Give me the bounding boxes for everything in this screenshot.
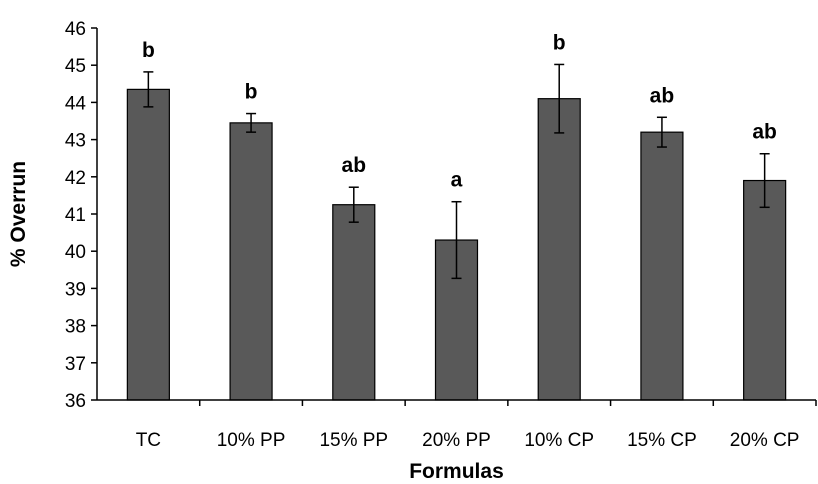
x-tick-label: 15% PP [319, 430, 388, 451]
x-axis-ticks: TC 10% PP 15% PP 20% PP 10% CP 15% CP 20% CP [136, 400, 817, 451]
bar [640, 131, 684, 401]
y-tick-label: 39 [65, 279, 86, 300]
significance-label: ab [752, 121, 777, 144]
x-tick-label: TC [136, 430, 161, 451]
error-bar [656, 116, 667, 148]
error-bar [451, 200, 462, 280]
y-axis-title: % Overrun [7, 161, 30, 267]
y-tick-label: 41 [65, 205, 86, 226]
error-bar [759, 152, 770, 209]
error-bar [143, 71, 154, 108]
bar [126, 88, 170, 401]
x-tick-label: 20% PP [422, 430, 491, 451]
bar [229, 122, 273, 401]
y-tick-label: 36 [65, 391, 86, 412]
y-tick-label: 38 [65, 317, 86, 338]
error-bar [554, 63, 565, 134]
y-tick-label: 43 [65, 131, 86, 152]
x-tick-label: 15% CP [627, 430, 697, 451]
y-axis-ticks: 36 37 38 39 40 41 42 43 44 45 46 [65, 19, 97, 412]
y-tick-label: 44 [65, 93, 87, 114]
error-bars [143, 63, 770, 280]
bar [332, 204, 376, 401]
significance-label: ab [342, 154, 367, 177]
significance-label: b [553, 31, 566, 54]
bar [537, 98, 581, 401]
significance-label: b [142, 39, 155, 62]
significance-label: ab [650, 84, 675, 107]
bar [743, 179, 787, 401]
y-tick-label: 42 [65, 168, 86, 189]
y-tick-label: 40 [65, 242, 86, 263]
x-axis-title: Formulas [409, 460, 504, 483]
x-tick-label: 10% PP [217, 430, 286, 451]
significance-label: b [245, 81, 258, 104]
y-tick-label: 45 [65, 56, 86, 77]
x-tick-label: 20% CP [730, 430, 800, 451]
y-tick-label: 46 [65, 19, 86, 40]
significance-label: a [451, 169, 463, 192]
bars [126, 88, 787, 401]
error-bar [246, 112, 257, 133]
error-bar [348, 186, 359, 223]
x-tick-label: 10% CP [524, 430, 594, 451]
y-tick-label: 37 [65, 354, 86, 375]
